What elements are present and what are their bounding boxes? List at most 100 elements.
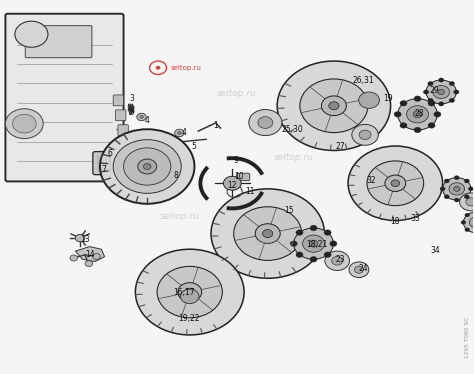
Circle shape bbox=[426, 80, 456, 104]
Circle shape bbox=[349, 262, 369, 278]
Circle shape bbox=[400, 123, 407, 128]
FancyBboxPatch shape bbox=[237, 173, 250, 181]
Circle shape bbox=[138, 159, 156, 174]
Circle shape bbox=[464, 195, 469, 199]
Circle shape bbox=[93, 254, 100, 260]
Circle shape bbox=[15, 21, 48, 47]
FancyBboxPatch shape bbox=[93, 151, 116, 175]
Circle shape bbox=[443, 178, 471, 200]
Text: 10: 10 bbox=[235, 172, 244, 181]
Text: 14: 14 bbox=[85, 249, 94, 258]
Circle shape bbox=[156, 66, 160, 70]
Circle shape bbox=[433, 85, 449, 98]
Circle shape bbox=[124, 148, 171, 185]
Circle shape bbox=[466, 198, 474, 206]
Circle shape bbox=[454, 186, 460, 191]
Circle shape bbox=[438, 78, 444, 82]
Text: 7: 7 bbox=[101, 165, 106, 174]
Circle shape bbox=[407, 106, 428, 123]
Circle shape bbox=[310, 257, 317, 262]
Circle shape bbox=[434, 111, 441, 117]
Circle shape bbox=[136, 249, 244, 335]
Circle shape bbox=[414, 96, 421, 101]
Text: 25,30: 25,30 bbox=[282, 125, 304, 134]
Text: 4: 4 bbox=[145, 116, 150, 125]
Circle shape bbox=[330, 241, 337, 246]
Circle shape bbox=[385, 175, 406, 191]
Circle shape bbox=[178, 283, 202, 301]
Circle shape bbox=[234, 207, 302, 260]
Circle shape bbox=[352, 125, 378, 145]
Circle shape bbox=[277, 61, 391, 150]
FancyBboxPatch shape bbox=[118, 125, 128, 136]
Circle shape bbox=[140, 116, 144, 119]
Text: 11: 11 bbox=[246, 187, 255, 196]
Circle shape bbox=[400, 101, 407, 106]
Circle shape bbox=[185, 288, 195, 296]
Circle shape bbox=[332, 257, 343, 265]
Text: seltop.ru: seltop.ru bbox=[170, 65, 201, 71]
Circle shape bbox=[290, 241, 297, 246]
Circle shape bbox=[454, 90, 459, 94]
Circle shape bbox=[449, 183, 465, 195]
Circle shape bbox=[428, 98, 433, 102]
Text: seltop.ru: seltop.ru bbox=[160, 212, 200, 221]
Circle shape bbox=[296, 230, 303, 235]
Circle shape bbox=[324, 252, 331, 258]
Circle shape bbox=[85, 261, 92, 267]
Text: 15: 15 bbox=[284, 206, 294, 215]
Circle shape bbox=[294, 228, 333, 259]
Circle shape bbox=[324, 230, 331, 235]
Circle shape bbox=[355, 266, 364, 273]
Circle shape bbox=[468, 187, 474, 191]
Text: 2: 2 bbox=[128, 108, 133, 117]
Text: 29: 29 bbox=[430, 86, 439, 95]
Text: 1295 T090 SC: 1295 T090 SC bbox=[465, 317, 470, 358]
Circle shape bbox=[75, 234, 85, 242]
FancyBboxPatch shape bbox=[5, 14, 124, 181]
FancyBboxPatch shape bbox=[113, 95, 124, 106]
Circle shape bbox=[321, 96, 346, 116]
Text: 6: 6 bbox=[108, 149, 113, 158]
Text: 8: 8 bbox=[173, 171, 178, 180]
Text: 13: 13 bbox=[80, 234, 90, 244]
Circle shape bbox=[469, 217, 474, 228]
Text: 27: 27 bbox=[335, 142, 345, 151]
Text: 28: 28 bbox=[414, 109, 424, 118]
Text: seltop.ru: seltop.ru bbox=[274, 153, 314, 162]
Circle shape bbox=[296, 252, 303, 258]
Circle shape bbox=[465, 213, 470, 217]
Circle shape bbox=[428, 123, 435, 128]
Circle shape bbox=[359, 92, 380, 108]
Circle shape bbox=[428, 101, 435, 106]
Circle shape bbox=[438, 102, 444, 106]
Text: 33: 33 bbox=[411, 214, 420, 223]
Circle shape bbox=[113, 140, 181, 193]
Circle shape bbox=[12, 114, 36, 133]
Text: 16,17: 16,17 bbox=[173, 288, 195, 297]
Circle shape bbox=[444, 195, 449, 199]
Circle shape bbox=[440, 187, 445, 191]
Circle shape bbox=[100, 129, 194, 204]
Circle shape bbox=[428, 82, 433, 86]
Circle shape bbox=[465, 228, 470, 232]
Circle shape bbox=[367, 161, 424, 206]
Text: 1: 1 bbox=[213, 121, 218, 130]
Circle shape bbox=[454, 198, 459, 202]
Circle shape bbox=[413, 111, 422, 118]
Circle shape bbox=[255, 224, 280, 243]
Circle shape bbox=[464, 179, 469, 183]
Circle shape bbox=[461, 221, 466, 224]
Circle shape bbox=[398, 99, 438, 130]
Text: 4: 4 bbox=[182, 129, 186, 138]
Circle shape bbox=[137, 113, 146, 121]
Circle shape bbox=[348, 146, 443, 221]
Circle shape bbox=[414, 127, 421, 133]
Circle shape bbox=[391, 180, 400, 187]
Text: 3: 3 bbox=[130, 94, 135, 103]
Circle shape bbox=[177, 132, 181, 135]
Text: 19,22: 19,22 bbox=[178, 314, 200, 323]
Circle shape bbox=[258, 117, 273, 128]
Text: 23: 23 bbox=[335, 255, 345, 264]
Circle shape bbox=[449, 82, 455, 86]
